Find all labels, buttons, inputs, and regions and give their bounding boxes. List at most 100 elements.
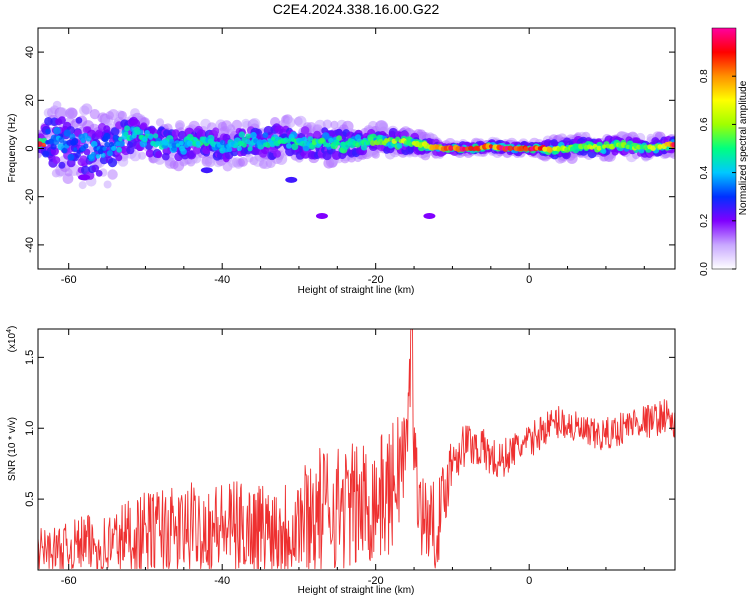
spectrogram-cell [91, 151, 96, 157]
snr-series-line [38, 329, 675, 570]
spectrogram-cell [70, 139, 77, 146]
spectrogram-blob [285, 176, 298, 183]
colorbar: 0.0 0.2 0.4 0.6 0.8 Normalized spectral ampl… [699, 27, 749, 276]
spectrogram-cell [328, 137, 334, 144]
spectrogram-cell [378, 122, 389, 133]
spectrogram-cell [262, 142, 268, 147]
spectrogram-panel: -60 -40 -20 0 -40 -20 0 20 40 Height of straight… [7, 27, 676, 296]
colorbar-tick-label: 0.4 [699, 165, 710, 179]
spectrogram-cell [116, 146, 123, 153]
spectrogram-cell [126, 145, 135, 155]
spectrogram-cell [448, 145, 454, 151]
y-tick-label: -20 [24, 189, 36, 205]
spectrogram-cell [50, 143, 57, 150]
spectrogram-cell [145, 149, 154, 158]
snr-panel: -60 -40 -20 0 0.5 1.0 1.5 Height of straight l… [6, 326, 676, 596]
chart-title: C2E4.2024.338.16.00.G22 [273, 1, 440, 17]
spectrogram-cell [155, 118, 165, 127]
spectrogram-cell [601, 148, 607, 154]
spectrogram-cell [102, 146, 107, 151]
spectrogram-cell [138, 151, 147, 160]
spectrogram-cell [286, 143, 292, 149]
x-tick-label: -60 [61, 274, 77, 286]
snr-multiplier-base: (x10 [7, 332, 18, 352]
spectrogram-cell [110, 127, 120, 136]
spectrogram-cell [233, 143, 238, 148]
spectrogram-cell [247, 146, 253, 152]
spectrogram-cell [75, 117, 83, 124]
spectrogram-cell [91, 164, 100, 173]
spectrogram-xlabel: Height of straight line (km) [298, 285, 415, 296]
spectrogram-cell [163, 140, 169, 145]
snr-marks [38, 329, 675, 570]
spectrogram-cell [45, 128, 51, 135]
spectrogram-cell [231, 119, 243, 131]
spectrogram-cell [171, 129, 180, 138]
spectrogram-cell [167, 143, 173, 149]
spectrogram-cell [152, 133, 159, 139]
colorbar-tick-label: 0.0 [699, 262, 710, 276]
spectrogram-cell [193, 137, 198, 142]
x-tick-label: 0 [526, 274, 532, 286]
spectrogram-cell [219, 139, 226, 146]
spectrogram-cell [115, 154, 123, 162]
spectrogram-cell [134, 129, 141, 135]
spectrogram-cell [38, 141, 43, 148]
spectrogram-cell [89, 109, 100, 120]
spectrogram-cell [123, 131, 129, 137]
spectrogram-cell [56, 107, 68, 119]
x-tick-label: -60 [61, 575, 77, 587]
spectrogram-cell [171, 142, 178, 149]
spectrogram-cell [53, 139, 60, 145]
spectrogram-cell [602, 144, 607, 149]
spectrogram-cell [186, 140, 194, 147]
spectrogram-cell [175, 143, 180, 148]
colorbar-ticks: 0.0 0.2 0.4 0.6 0.8 [699, 69, 736, 276]
spectrogram-cell [286, 139, 291, 144]
spectrogram-cell [271, 136, 276, 141]
spectrogram-cell [325, 142, 331, 148]
spectrogram-cell [179, 145, 186, 152]
y-tick-label: 0 [24, 145, 36, 151]
spectrogram-cell [245, 133, 251, 139]
spectrogram-cell [117, 110, 127, 121]
spectrogram-cell [90, 140, 98, 148]
spectrogram-cell [103, 125, 111, 133]
spectrogram-axes: -60 -40 -20 0 -40 -20 0 20 40 [24, 28, 675, 286]
spectrogram-cell [52, 156, 61, 165]
spectrogram-ylabel: Frequency (Hz) [7, 114, 18, 183]
colorbar-tick-label: 0.2 [699, 213, 710, 227]
spectrogram-cell [73, 147, 78, 152]
spectrogram-marks [38, 100, 675, 219]
spectrogram-cell [250, 132, 257, 139]
spectrogram-cell [371, 150, 380, 159]
spectrogram-cell [212, 127, 220, 135]
spectrogram-cell [256, 139, 263, 146]
spectrogram-cell [52, 100, 62, 110]
spectrogram-cell [95, 170, 103, 177]
spectrogram-cell [83, 143, 89, 149]
spectrogram-cell [148, 134, 154, 140]
spectrogram-cell [107, 169, 118, 180]
spectrogram-cell [546, 146, 553, 153]
spectrogram-cell [81, 103, 93, 115]
y-tick-label: 0.5 [24, 491, 36, 506]
spectrogram-blob [200, 167, 213, 174]
spectrogram-cell [61, 147, 68, 154]
spectrogram-cell [103, 180, 112, 189]
snr-frame [37, 328, 676, 571]
spectrogram-cell [112, 134, 119, 141]
snr-ylabel: SNR (10 * v/v) [7, 417, 18, 481]
spectrogram-cell [99, 156, 109, 165]
spectrogram-cell [161, 152, 170, 161]
snr-multiplier-close: ) [7, 326, 18, 329]
spectrogram-cell [118, 136, 123, 142]
spectrogram-cell [155, 151, 163, 159]
spectrogram-cell [507, 145, 514, 152]
spectrogram-cell [236, 145, 242, 152]
spectrogram-cell [192, 146, 202, 155]
spectrogram-cell [300, 126, 310, 135]
spectrogram-cell [322, 119, 333, 129]
y-tick-label: -40 [24, 237, 36, 253]
spectrogram-cell [83, 148, 91, 156]
